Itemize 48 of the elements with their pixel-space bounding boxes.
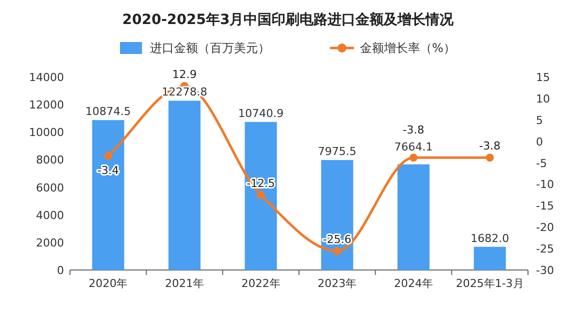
bar [474,246,506,270]
y2-tick-label: -30 [536,264,554,277]
y2-tick-label: -15 [536,200,554,213]
data-label: 12.9 [172,68,197,82]
y2-tick-label: -25 [536,242,554,256]
bar [321,160,354,270]
data-label: -3.8 [479,140,501,153]
y-tick-label: 14000 [29,71,64,84]
legend-label: 金额增长率（%） [360,41,456,55]
y-tick-label: 8000 [36,154,64,167]
bar [168,100,201,270]
data-label: 7664.1 [394,140,433,154]
data-label: 7975.5 [318,145,356,158]
legend-label: 进口金额（百万美元） [150,41,270,55]
x-tick-label: 2020年 [88,277,128,290]
y2-tick-label: 0 [536,135,543,148]
y2-tick-label: -10 [536,178,554,192]
x-tick-label: 2025年1-3月 [456,277,524,290]
data-label: 10740.9 [238,106,284,120]
data-label: -3.8 [402,124,424,137]
point [486,154,494,162]
bar [92,120,124,270]
point [333,247,342,256]
data-label: -3.4 [97,164,119,177]
y-tick-label: 2000 [36,236,64,250]
bar [397,164,430,270]
y2-tick-label: -5 [536,156,547,170]
y2-tick-label: 15 [536,71,550,84]
point [410,154,418,162]
y-tick-label: 6000 [36,181,64,194]
data-label: -25.6 [322,233,352,246]
chart-title: 2020-2025年3月中国印刷电路进口金额及增长情况 [122,11,455,28]
x-tick-label: 2022年 [241,277,280,290]
point [256,190,265,199]
data-label: 1682.0 [470,232,510,245]
y-tick-label: 12000 [29,98,64,112]
data-label: 10874.5 [85,105,131,118]
y-tick-label: 0 [57,264,64,277]
x-tick-label: 2021年 [165,277,204,290]
y2-tick-label: -20 [536,221,554,234]
y2-tick-label: 10 [536,92,550,106]
x-tick-label: 2024年 [394,277,433,290]
bar [244,122,277,270]
y-tick-label: 4000 [36,208,64,222]
y-tick-label: 10000 [29,126,64,140]
x-tick-label: 2023年 [318,277,357,290]
y2-tick-label: 5 [536,114,543,127]
point [104,152,112,160]
